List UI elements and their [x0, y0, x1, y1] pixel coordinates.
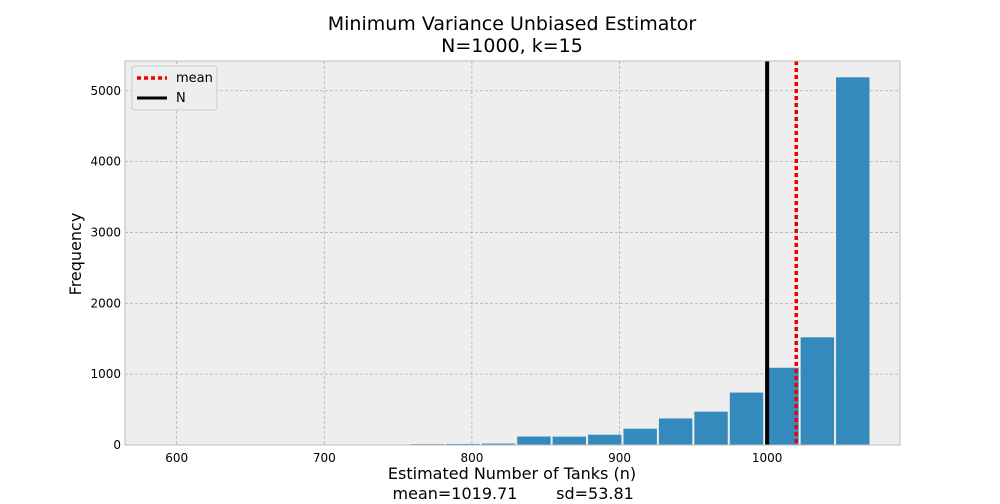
histogram-bar — [658, 418, 693, 445]
x-tick-label: 900 — [608, 451, 631, 465]
histogram-bar — [836, 77, 870, 446]
chart-title-line1: Minimum Variance Unbiased Estimator — [328, 13, 697, 35]
histogram-bars — [410, 77, 870, 446]
y-axis-label: Frequency — [66, 213, 85, 296]
histogram-bar — [481, 443, 516, 445]
histogram-bar — [446, 443, 480, 445]
y-tick-labels: 0 1000 2000 3000 4000 5000 — [90, 84, 121, 452]
y-tick-label: 0 — [113, 438, 121, 452]
plot-frame — [124, 60, 901, 446]
y-tick-label: 3000 — [90, 225, 121, 239]
x-axis-label: Estimated Number of Tanks (n) — [388, 464, 636, 483]
histogram-bar — [729, 392, 764, 445]
legend: mean N — [131, 65, 218, 111]
histogram-bar — [694, 411, 728, 445]
y-tick-label: 1000 — [90, 367, 121, 381]
footer-mean-text: mean=1019.71 — [393, 484, 518, 500]
x-tick-label: 800 — [460, 451, 483, 465]
x-tick-label: 600 — [165, 451, 188, 465]
y-tick-label: 4000 — [90, 155, 121, 169]
reference-lines — [765, 61, 798, 445]
x-tick-label: 1000 — [752, 451, 783, 465]
histogram-bar — [552, 436, 587, 445]
histogram-bar — [800, 337, 835, 445]
legend-label-mean: mean — [176, 71, 213, 86]
histogram-bar — [588, 434, 622, 445]
histogram-bar — [517, 436, 551, 445]
x-tick-label: 700 — [313, 451, 336, 465]
histogram-bar — [623, 428, 657, 445]
footer-sd-text: sd=53.81 — [556, 484, 634, 500]
x-tick-labels: 600 700 800 900 1000 — [165, 451, 782, 465]
chart-title-line2: N=1000, k=15 — [441, 35, 583, 57]
legend-label-n: N — [176, 91, 186, 106]
histogram-bar — [765, 367, 799, 445]
y-tick-label: 2000 — [90, 296, 121, 310]
y-tick-label: 5000 — [90, 84, 121, 98]
